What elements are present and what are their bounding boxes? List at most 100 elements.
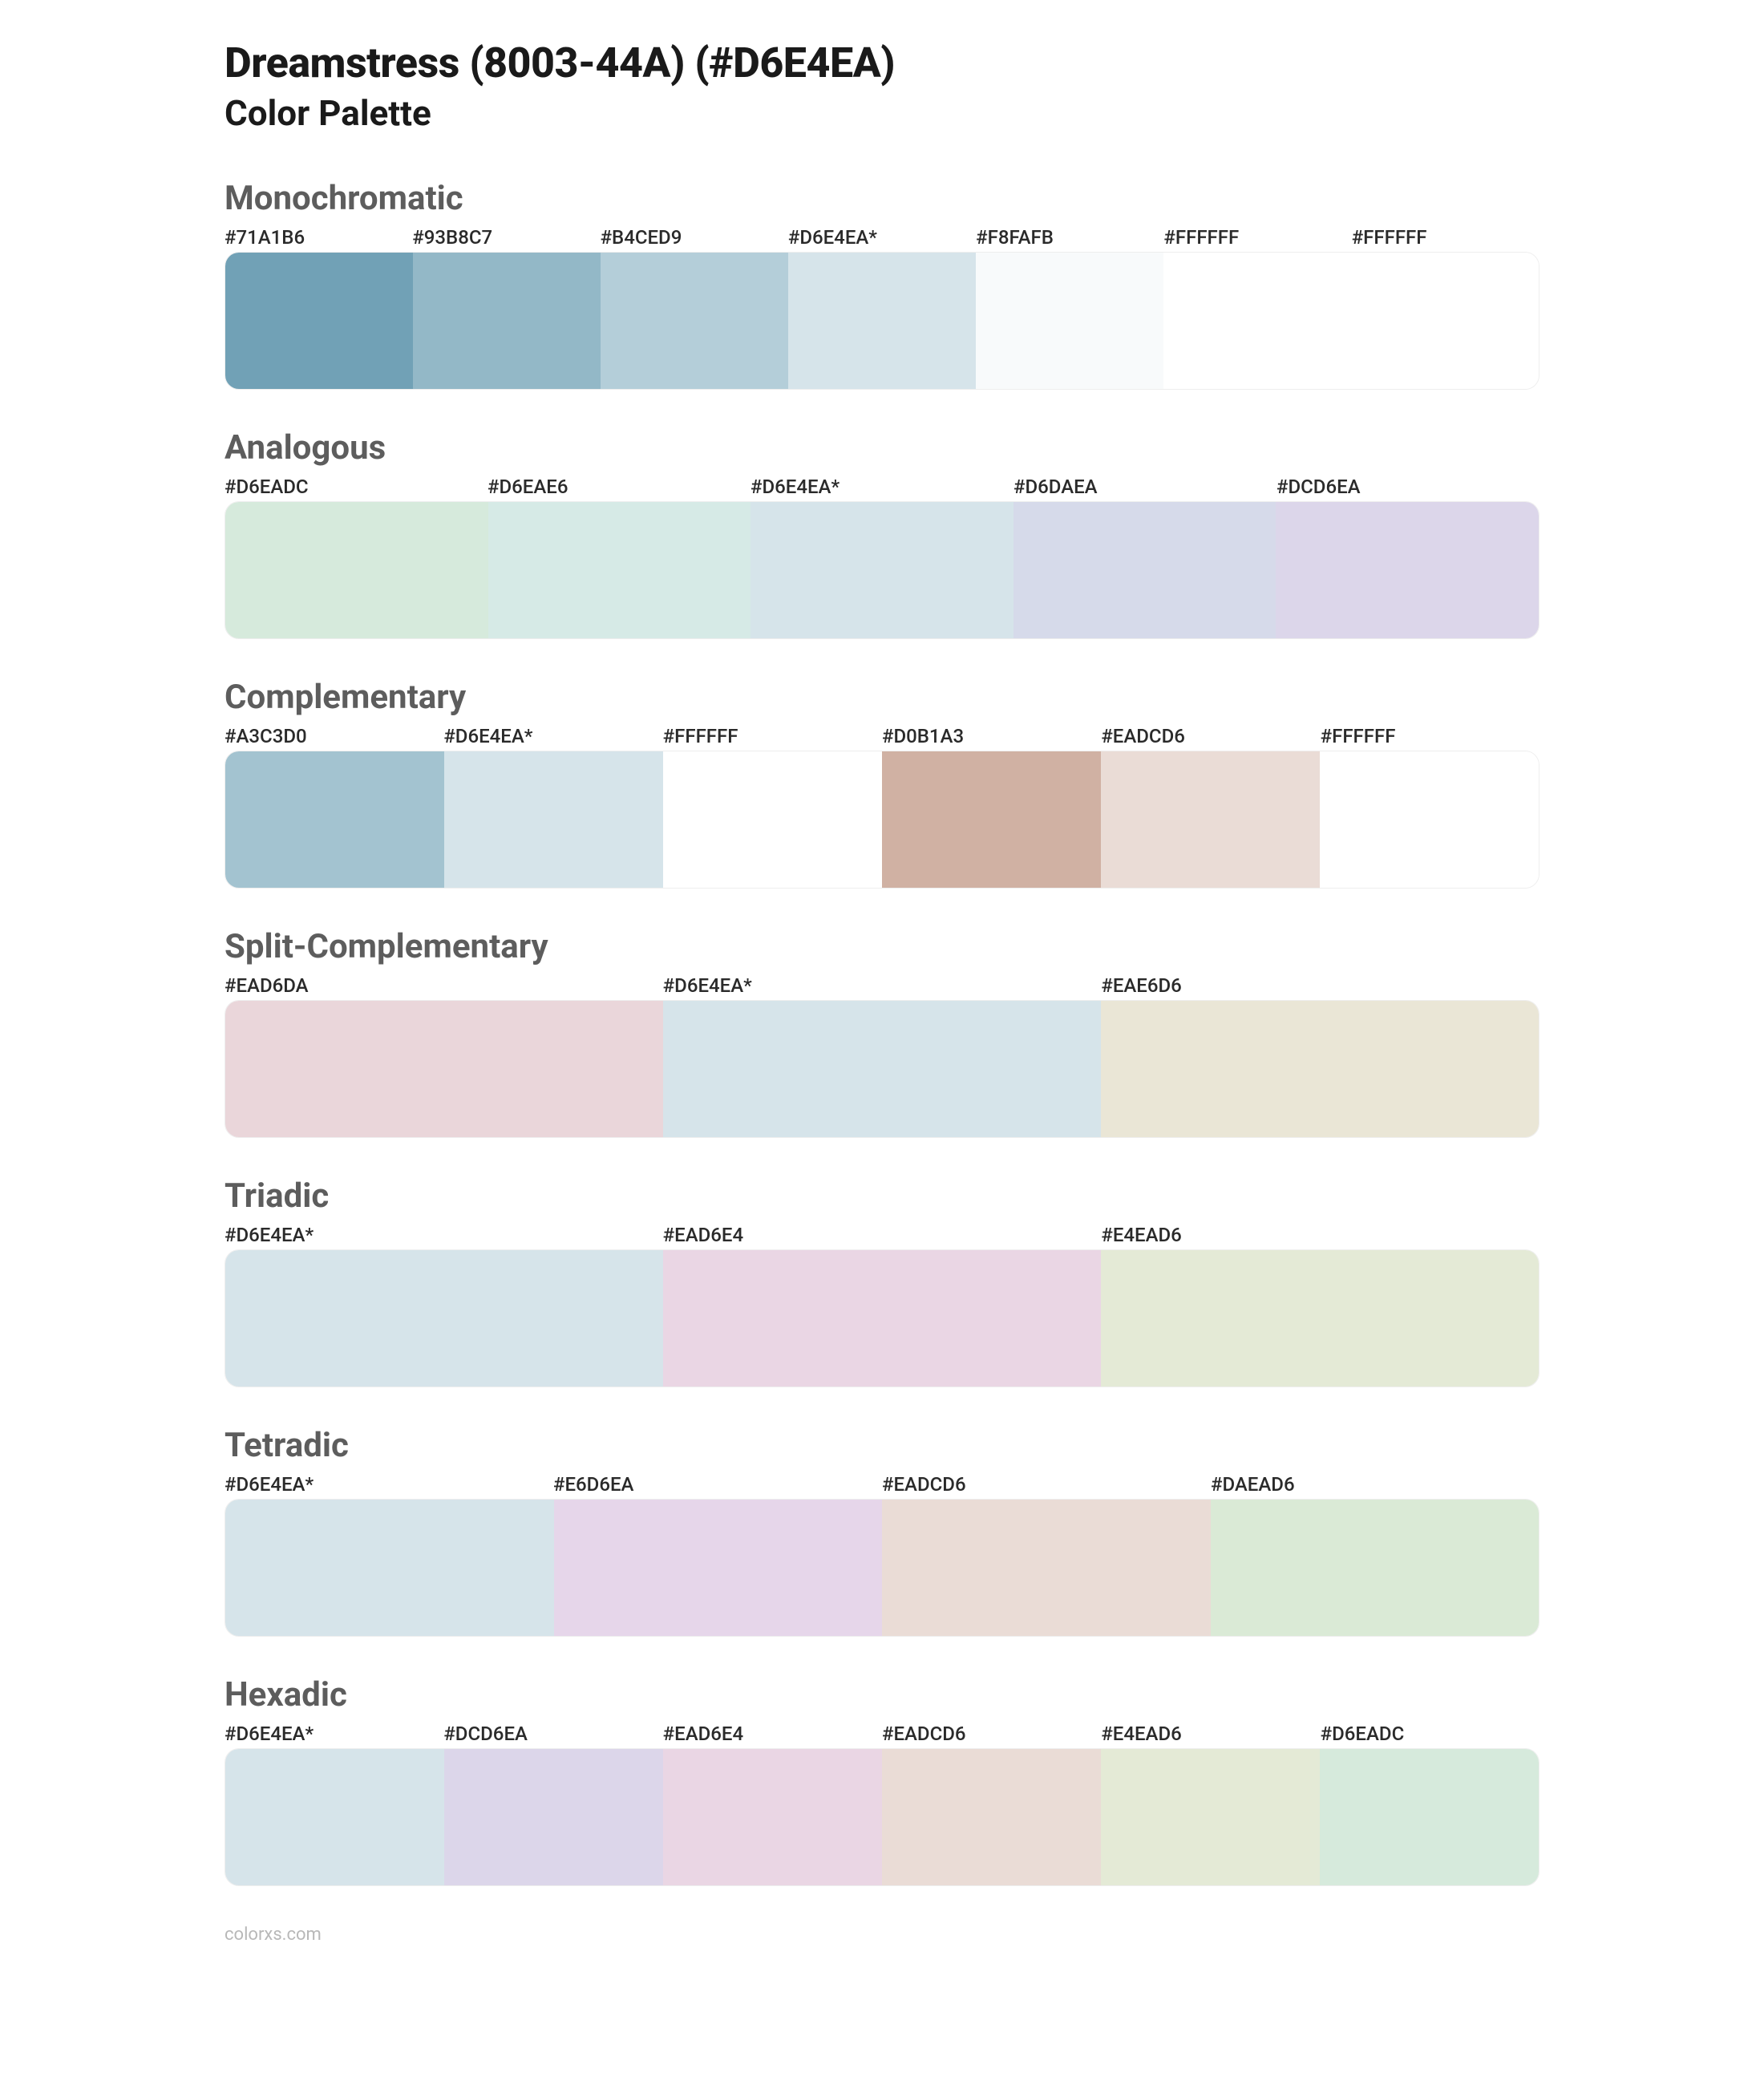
palette-section: Triadic #D6E4EA*#EAD6E4#E4EAD6 [225,1176,1539,1387]
swatch-label: #EAE6D6 [1101,974,1539,1000]
color-swatch[interactable] [976,253,1163,389]
section-title: Monochromatic [225,179,1539,218]
swatch-label: #EAD6E4 [663,1723,882,1748]
swatch-label: #A3C3D0 [225,725,443,751]
page-title: Dreamstress (8003-44A) (#D6E4EA) [225,38,1539,87]
color-swatch[interactable] [1101,1749,1320,1885]
swatch-labels-row: #D6EADC#D6EAE6#D6E4EA*#D6DAEA#DCD6EA [225,476,1539,501]
section-title: Complementary [225,678,1539,717]
swatches-row [225,1249,1539,1387]
color-swatch[interactable] [882,751,1101,888]
swatch-label: #93B8C7 [412,226,600,252]
swatch-label: #D6E4EA* [225,1224,663,1249]
swatch-label: #D6E4EA* [788,226,976,252]
swatch-label: #D6E4EA* [225,1473,553,1499]
swatches-row [225,501,1539,639]
color-swatch[interactable] [225,1001,663,1137]
color-swatch[interactable] [444,1749,663,1885]
palette-section: Monochromatic #71A1B6#93B8C7#B4CED9#D6E4E… [225,179,1539,390]
color-swatch[interactable] [1101,1001,1539,1137]
color-swatch[interactable] [1101,751,1320,888]
swatches-row [225,751,1539,889]
swatch-label: #D6E4EA* [225,1723,443,1748]
color-swatch[interactable] [1320,751,1539,888]
color-swatch[interactable] [1211,1500,1539,1636]
swatch-label: #EADCD6 [882,1473,1211,1499]
color-swatch[interactable] [663,751,882,888]
color-swatch[interactable] [225,1250,663,1387]
color-swatch[interactable] [225,1749,444,1885]
swatches-row [225,1499,1539,1637]
color-swatch[interactable] [1320,1749,1539,1885]
page-subtitle: Color Palette [225,92,1539,134]
palette-section: Analogous #D6EADC#D6EAE6#D6E4EA*#D6DAEA#D… [225,428,1539,639]
color-swatch[interactable] [225,253,413,389]
swatch-label: #E6D6EA [553,1473,882,1499]
color-swatch[interactable] [663,1001,1101,1137]
swatch-labels-row: #EAD6DA#D6E4EA*#EAE6D6 [225,974,1539,1000]
color-swatch[interactable] [225,751,444,888]
swatch-label: #D6EADC [1321,1723,1539,1748]
color-swatch[interactable] [1351,253,1539,389]
section-title: Tetradic [225,1426,1539,1465]
swatch-label: #EADCD6 [882,1723,1101,1748]
swatch-label: #D6DAEA [1013,476,1276,501]
footer-credit: colorxs.com [225,1925,1539,1945]
section-title: Split-Complementary [225,927,1539,966]
color-swatch[interactable] [1276,502,1539,638]
swatch-labels-row: #D6E4EA*#EAD6E4#E4EAD6 [225,1224,1539,1249]
palette-section: Hexadic #D6E4EA*#DCD6EA#EAD6E4#EADCD6#E4E… [225,1675,1539,1886]
swatches-row [225,1748,1539,1886]
swatch-label: #EADCD6 [1101,725,1320,751]
swatch-label: #D6E4EA* [443,725,662,751]
palette-section: Complementary#A3C3D0#D6E4EA*#FFFFFF#D0B1… [225,678,1539,889]
swatch-label: #DCD6EA [1276,476,1539,501]
palette-section: Tetradic #D6E4EA*#E6D6EA#EADCD6#DAEAD6 [225,1426,1539,1637]
swatch-label: #D6EADC [225,476,488,501]
color-swatch[interactable] [1163,253,1351,389]
swatch-label: #FFFFFF [663,725,882,751]
swatch-label: #D0B1A3 [882,725,1101,751]
swatch-label: #E4EAD6 [1101,1723,1320,1748]
swatch-label: #D6E4EA* [751,476,1013,501]
swatch-label: #DCD6EA [443,1723,662,1748]
swatches-row [225,1000,1539,1138]
swatch-label: #F8FAFB [976,226,1163,252]
swatch-labels-row: #A3C3D0#D6E4EA*#FFFFFF#D0B1A3#EADCD6#FFF… [225,725,1539,751]
section-title: Triadic [225,1176,1539,1216]
swatch-labels-row: #D6E4EA*#DCD6EA#EAD6E4#EADCD6#E4EAD6#D6E… [225,1723,1539,1748]
color-swatch[interactable] [225,502,488,638]
color-swatch[interactable] [663,1749,882,1885]
palette-sections: Monochromatic#71A1B6#93B8C7#B4CED9#D6E4E… [225,179,1539,1886]
section-title: Analogous [225,428,1539,468]
color-swatch[interactable] [1101,1250,1539,1387]
color-swatch[interactable] [413,253,601,389]
color-swatch[interactable] [601,253,788,389]
swatch-label: #B4CED9 [601,226,788,252]
swatches-row [225,252,1539,390]
swatch-label: #E4EAD6 [1101,1224,1539,1249]
swatch-label: #EAD6DA [225,974,663,1000]
swatch-label: #71A1B6 [225,226,412,252]
swatch-label: #D6E4EA* [663,974,1102,1000]
color-swatch[interactable] [488,502,751,638]
swatch-label: #DAEAD6 [1211,1473,1539,1499]
color-swatch[interactable] [663,1250,1101,1387]
palette-section: Split-Complementary #EAD6DA#D6E4EA*#EAE6D… [225,927,1539,1138]
color-swatch[interactable] [882,1500,1211,1636]
color-swatch[interactable] [554,1500,883,1636]
swatch-label: #FFFFFF [1321,725,1539,751]
swatch-label: #FFFFFF [1352,226,1539,252]
swatch-labels-row: #D6E4EA*#E6D6EA#EADCD6#DAEAD6 [225,1473,1539,1499]
color-swatch[interactable] [788,253,976,389]
swatch-labels-row: #71A1B6#93B8C7#B4CED9#D6E4EA*#F8FAFB#FFF… [225,226,1539,252]
color-swatch[interactable] [1013,502,1276,638]
color-swatch[interactable] [225,1500,554,1636]
section-title: Hexadic [225,1675,1539,1715]
color-swatch[interactable] [882,1749,1101,1885]
color-swatch[interactable] [751,502,1013,638]
swatch-label: #FFFFFF [1163,226,1351,252]
swatch-label: #D6EAE6 [488,476,751,501]
color-swatch[interactable] [444,751,663,888]
swatch-label: #EAD6E4 [663,1224,1102,1249]
